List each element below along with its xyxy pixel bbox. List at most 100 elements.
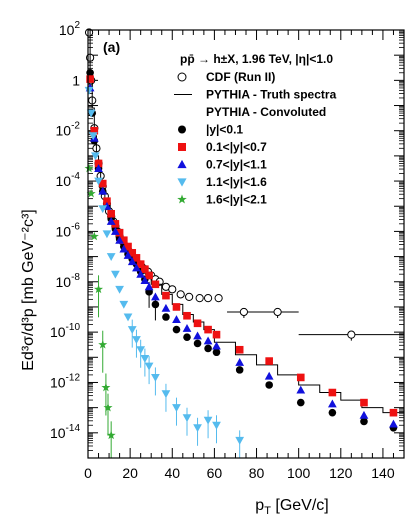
data-point — [193, 331, 202, 340]
data-point — [360, 417, 368, 426]
legend-marker — [177, 72, 187, 82]
data-point — [91, 152, 100, 161]
data-point — [124, 242, 132, 251]
series-y07 — [86, 75, 398, 417]
data-point — [127, 257, 137, 266]
y-tick-label: 10-14 — [50, 423, 80, 441]
panel-label: (a) — [103, 39, 120, 55]
legend-label: 0.1<|y|<0.7 — [206, 140, 267, 154]
legend-marker — [177, 194, 187, 204]
y-tick-label: 10-4 — [56, 171, 81, 189]
data-point — [359, 410, 369, 419]
data-point — [84, 163, 94, 173]
legend: CDF (Run II) PYTHIA - Truth spectra PYTHIA… — [174, 70, 337, 207]
data-point — [235, 357, 245, 366]
data-point — [128, 249, 137, 257]
data-point — [136, 346, 146, 355]
data-point — [123, 250, 133, 259]
data-point — [161, 303, 171, 312]
data-point — [193, 319, 202, 328]
data-point — [162, 291, 170, 300]
data-point — [172, 404, 181, 413]
data-point — [86, 188, 96, 198]
data-point — [115, 235, 124, 244]
data-point — [111, 220, 120, 228]
data-point — [86, 75, 94, 83]
y-tick-label-base: 10 — [50, 425, 66, 441]
legend-label: PYTHIA - Truth spectra — [206, 88, 337, 102]
y-tick-label-exponent: -10 — [66, 322, 81, 333]
legend-marker — [178, 143, 186, 151]
data-point — [151, 280, 160, 289]
data-point — [389, 419, 398, 428]
x-axis-title-unit: [GeV/c] — [271, 497, 329, 514]
series-y21 — [84, 163, 116, 458]
y-tick-label-exponent: 2 — [74, 20, 80, 31]
data-point — [136, 260, 145, 268]
data-point — [103, 197, 111, 205]
data-point — [203, 416, 213, 425]
y-tick-label: 10-2 — [56, 121, 81, 139]
data-point — [98, 179, 107, 188]
legend-entry-y11: 0.7<|y|<1.1 — [177, 158, 267, 172]
data-point — [176, 290, 185, 299]
y-tick-label-exponent: -2 — [71, 121, 80, 132]
data-point — [193, 339, 202, 348]
data-point — [115, 228, 124, 237]
data-point — [106, 216, 116, 225]
legend-label: 1.1<|y|<1.6 — [206, 175, 267, 189]
data-point — [94, 159, 103, 168]
data-point — [265, 357, 273, 365]
data-point — [151, 373, 160, 382]
x-tick-label: 100 — [287, 465, 311, 481]
y-axis-title: Ed³σ/d³p [mb GeV⁻²c³] — [20, 209, 37, 370]
x-tick-label: 0 — [84, 465, 92, 481]
data-point — [111, 227, 120, 235]
data-point — [102, 230, 112, 239]
legend-entry-y21: 1.6<|y|<2.1 — [177, 193, 267, 207]
data-point — [203, 336, 213, 345]
y-tick-label-exponent: -6 — [71, 221, 80, 232]
data-point — [183, 311, 191, 320]
data-point — [101, 382, 111, 392]
data-series — [84, 28, 404, 458]
x-tick-label: 60 — [207, 465, 223, 481]
data-point — [203, 294, 213, 303]
data-point — [144, 362, 154, 371]
data-point — [212, 421, 221, 430]
legend-entry-cdf: CDF (Run II) — [177, 70, 275, 84]
data-point — [145, 271, 153, 280]
data-point — [328, 399, 337, 408]
data-point — [235, 345, 244, 354]
data-point — [182, 323, 192, 332]
data-point — [132, 254, 141, 262]
data-point — [172, 303, 181, 311]
data-point — [94, 177, 103, 186]
data-point — [89, 231, 99, 241]
data-point — [168, 285, 177, 294]
data-point — [195, 294, 204, 303]
legend-marker — [177, 178, 187, 187]
x-axis-title-sub: T — [264, 505, 271, 517]
data-point — [111, 270, 120, 279]
data-point — [172, 325, 181, 334]
legend-marker — [177, 159, 187, 169]
data-point — [162, 313, 170, 321]
data-point — [86, 109, 96, 118]
legend-label: PYTHIA - Convoluted — [206, 105, 326, 119]
legend-entry-truth: PYTHIA - Truth spectra — [174, 88, 337, 102]
x-tick-label: 140 — [371, 465, 395, 481]
y-tick-label-base: 10 — [59, 22, 75, 38]
legend-entry-conv: PYTHIA - Convoluted — [206, 105, 326, 119]
data-point — [151, 292, 160, 301]
data-point — [204, 344, 212, 353]
data-point — [296, 398, 305, 407]
y-tick-label-exponent: -14 — [66, 423, 81, 434]
data-point — [144, 282, 154, 291]
data-point — [235, 366, 244, 374]
y-tick-label-base: 10 — [56, 123, 72, 139]
legend-entry-y01: |y|<0.1 — [178, 123, 243, 137]
data-point — [84, 86, 94, 95]
legend-label: CDF (Run II) — [206, 70, 275, 84]
